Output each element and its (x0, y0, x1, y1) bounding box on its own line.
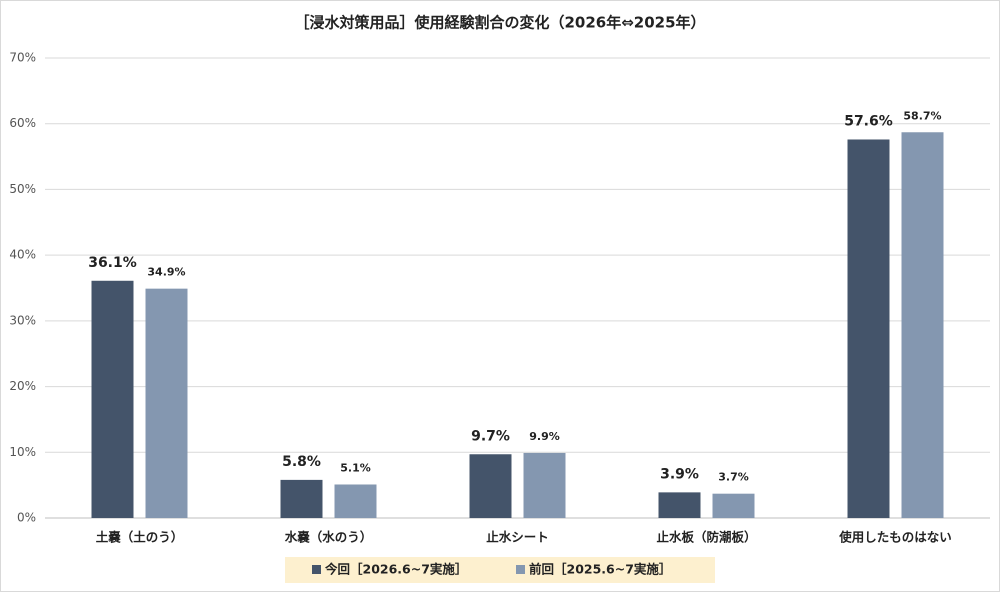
data-label: 36.1% (88, 255, 137, 271)
chart-title: ［浸水対策用品］使用経験割合の変化（2026年⇔2025年） (294, 14, 705, 32)
x-tick-label: 土嚢（土のう） (96, 530, 184, 545)
legend-box (285, 557, 715, 583)
data-label: 9.9% (529, 430, 560, 443)
bar (334, 484, 377, 518)
x-tick-label: 水嚢（水のう） (285, 530, 373, 545)
data-label: 5.1% (340, 461, 371, 474)
x-tick-label: 使用したものはない (838, 530, 952, 545)
x-tick-label: 止水シート (486, 530, 549, 545)
data-label: 57.6% (844, 113, 893, 129)
y-tick-label: 60% (9, 116, 36, 130)
y-tick-label: 30% (9, 313, 36, 327)
y-tick-label: 40% (9, 248, 36, 262)
data-label: 9.7% (471, 428, 510, 444)
data-label: 58.7% (903, 109, 941, 122)
bar (523, 452, 566, 518)
bar (145, 288, 188, 518)
y-tick-label: 10% (9, 445, 36, 459)
legend-label: 今回［2026.6~7実施］ (324, 562, 467, 577)
x-tick-label: 止水板（防潮板） (656, 530, 756, 545)
bar (901, 132, 944, 518)
y-tick-label: 70% (9, 51, 36, 65)
bar (712, 493, 755, 518)
y-tick-label: 20% (9, 379, 36, 393)
y-tick-label: 0% (17, 511, 36, 525)
bar (658, 492, 701, 518)
legend-marker (312, 565, 321, 574)
data-label: 3.7% (718, 471, 749, 484)
legend-label: 前回［2025.6~7実施］ (529, 562, 671, 577)
data-label: 3.9% (660, 466, 699, 482)
bar (91, 280, 134, 518)
legend-marker (516, 565, 525, 574)
bar (280, 479, 323, 518)
data-label: 34.9% (147, 266, 185, 279)
bar (469, 454, 512, 518)
bar (847, 139, 890, 518)
data-label: 5.8% (282, 454, 321, 470)
y-tick-label: 50% (9, 182, 36, 196)
